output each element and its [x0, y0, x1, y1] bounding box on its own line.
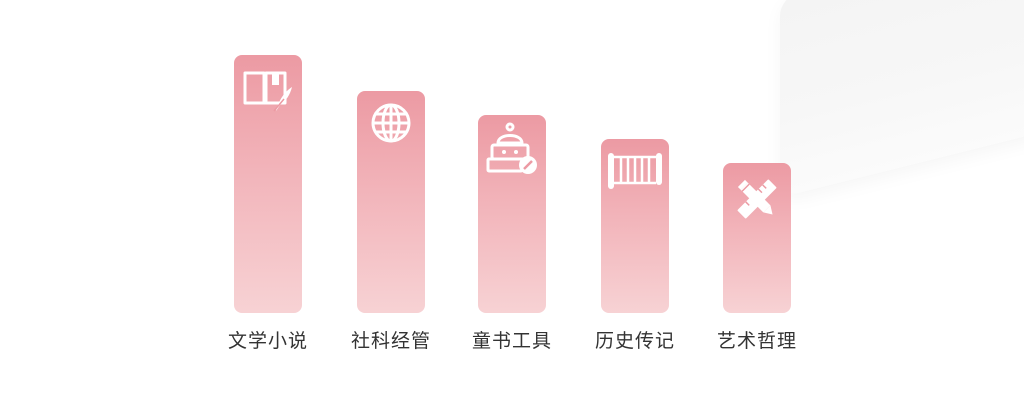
scroll-icon: [608, 153, 662, 189]
pencil-ruler-icon: [737, 179, 777, 219]
category-label-history: 历史传记: [594, 330, 675, 352]
category-label-social-science: 社科经管: [350, 330, 431, 352]
background-decoration: [780, 0, 1024, 198]
category-bar-social-science[interactable]: [357, 91, 425, 313]
robot-icon: [486, 122, 537, 174]
category-label-children-tools: 童书工具: [471, 330, 552, 352]
category-bar-history[interactable]: [601, 139, 669, 313]
globe-icon: [371, 103, 411, 143]
category-bar-literature[interactable]: [234, 55, 302, 313]
category-label-literature: 文学小说: [227, 330, 308, 352]
category-label-art-philosophy: 艺术哲理: [716, 330, 797, 352]
category-bar-children-tools[interactable]: [478, 115, 546, 313]
category-bar-art-philosophy[interactable]: [723, 163, 791, 313]
book-quill-icon: [243, 71, 292, 112]
